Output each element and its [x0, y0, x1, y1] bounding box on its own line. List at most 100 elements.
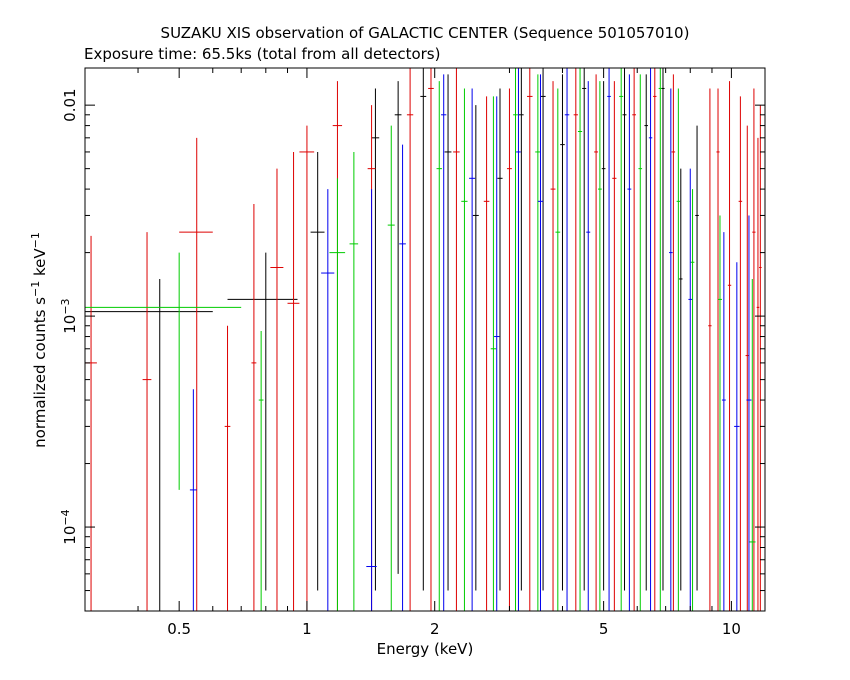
x-axis-label: Energy (keV)	[377, 640, 474, 658]
series-3	[189, 68, 752, 611]
chart-subtitle: Exposure time: 65.5ks (total from all de…	[84, 45, 440, 63]
data-point	[189, 389, 197, 611]
series-2	[85, 68, 756, 611]
x-tick-label: 2	[430, 620, 440, 638]
data-point	[727, 81, 732, 611]
data-point	[270, 168, 284, 611]
data-point	[258, 330, 264, 611]
data-point	[321, 189, 335, 611]
data-point	[494, 96, 500, 611]
data-point	[745, 125, 749, 611]
data-point	[224, 325, 231, 611]
data-point	[420, 68, 427, 591]
y-axis-label-unit: keV	[31, 248, 49, 281]
data-point	[85, 278, 213, 611]
data-point	[299, 125, 315, 611]
data-point	[671, 74, 676, 611]
data-point	[366, 189, 377, 611]
y-axis-label-sup2: −1	[29, 232, 42, 248]
data-point	[738, 96, 743, 611]
data-layer	[85, 68, 762, 611]
data-point	[564, 68, 570, 611]
data-point	[371, 88, 380, 591]
data-point	[586, 81, 591, 611]
data-point	[497, 88, 503, 591]
data-point	[759, 105, 762, 611]
data-point	[516, 68, 521, 611]
series-0	[85, 68, 699, 611]
data-point	[85, 252, 242, 490]
y-tick-label: 10−3	[59, 298, 80, 333]
data-point	[638, 74, 643, 611]
data-point	[490, 96, 497, 611]
data-point	[287, 151, 300, 611]
data-point	[676, 88, 681, 611]
chart-title: SUZAKU XIS observation of GALACTIC CENTE…	[161, 24, 690, 42]
x-tick-label: 1	[302, 620, 312, 638]
data-point	[607, 68, 611, 611]
data-point	[594, 74, 599, 611]
data-point	[519, 68, 524, 591]
data-point	[227, 252, 298, 591]
x-tick-label: 5	[599, 620, 609, 638]
data-point	[483, 96, 490, 611]
ticks-layer: 0.5 1 2 5 10 10−4 10−3 0.01	[59, 68, 765, 638]
data-point	[690, 189, 695, 611]
data-point	[679, 168, 683, 591]
data-point	[349, 151, 359, 611]
data-point	[560, 74, 565, 591]
data-point	[653, 68, 657, 611]
data-point	[721, 232, 726, 611]
data-point	[622, 68, 627, 591]
data-point	[329, 178, 346, 611]
data-point	[513, 68, 518, 611]
data-point	[598, 81, 602, 611]
data-point	[648, 68, 653, 611]
y-tick-label: 0.01	[61, 88, 79, 121]
data-point	[428, 68, 434, 611]
data-point	[444, 74, 452, 591]
plot-frame	[84, 67, 766, 612]
data-point	[756, 137, 760, 611]
data-point	[142, 232, 152, 611]
data-point	[632, 68, 636, 611]
data-point	[310, 151, 325, 591]
data-point	[661, 68, 665, 591]
data-point	[746, 215, 752, 611]
data-point	[436, 81, 442, 611]
series-1	[85, 68, 762, 611]
data-point	[469, 88, 476, 611]
data-point	[453, 68, 460, 611]
data-point	[537, 74, 544, 611]
x-tick-label: 0.5	[167, 620, 191, 638]
data-point	[387, 125, 395, 611]
data-point	[472, 105, 479, 591]
data-point	[752, 88, 756, 611]
data-point	[601, 81, 606, 591]
data-point	[540, 68, 546, 591]
data-point	[555, 88, 561, 611]
data-point	[619, 68, 624, 611]
y-axis-label: normalized counts s−1 keV−1	[29, 232, 50, 448]
data-point	[573, 68, 578, 611]
data-point	[708, 88, 712, 611]
data-point	[612, 81, 617, 611]
data-point	[718, 215, 722, 611]
data-point	[658, 68, 662, 611]
data-point	[734, 262, 740, 611]
x-tick-label: 10	[722, 620, 741, 638]
data-point	[527, 68, 533, 611]
data-point	[85, 235, 97, 611]
data-point	[179, 137, 213, 611]
data-point	[627, 74, 632, 611]
data-point	[461, 88, 468, 611]
data-point	[441, 74, 447, 611]
data-point	[251, 203, 257, 611]
data-point	[550, 81, 556, 611]
data-point	[399, 144, 406, 611]
data-point	[406, 68, 414, 611]
y-tick-label: 10−4	[59, 509, 80, 544]
data-point	[716, 88, 720, 611]
y-axis-label-main: normalized counts s	[31, 297, 49, 448]
